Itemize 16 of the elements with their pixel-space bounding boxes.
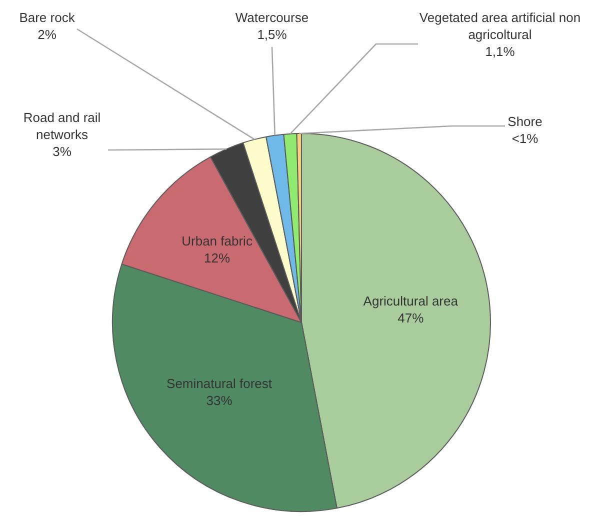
data-label: 2% [38, 27, 57, 42]
data-label: 33% [206, 393, 233, 408]
data-label: 3% [52, 144, 72, 160]
slice-label: Agricultural area [363, 293, 459, 308]
slice-label: Road and rail networks [23, 110, 101, 142]
data-label: 47% [398, 310, 424, 326]
slice-label: Urban fabric [182, 234, 253, 249]
data-label: 1,1% [485, 44, 516, 60]
data-label: 12% [204, 250, 230, 266]
slice-label: Watercourse [235, 10, 309, 26]
data-label: 1,5% [257, 27, 288, 42]
slice-label: Bare rock [19, 10, 76, 26]
slice-label: Vegetated area artificial non agricoltural [419, 10, 581, 42]
data-label: <1% [512, 131, 539, 146]
slice-label: Shore [508, 114, 542, 130]
slice-label: Seminatural forest [166, 376, 272, 392]
